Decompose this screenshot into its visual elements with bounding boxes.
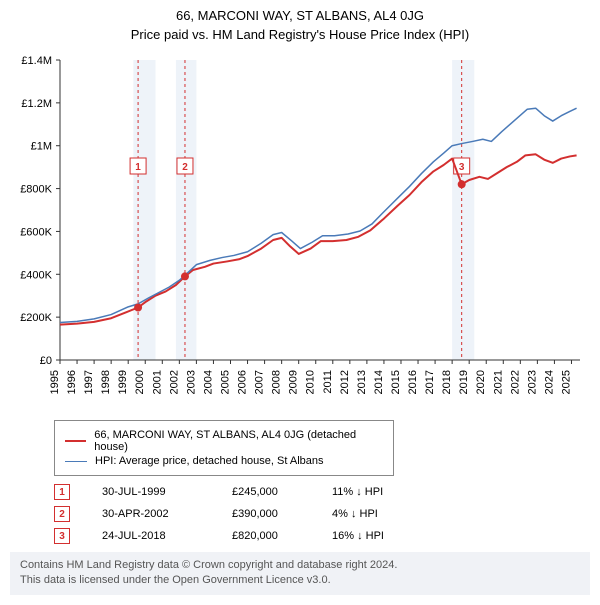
footer-line-1: Contains HM Land Registry data © Crown c… xyxy=(20,558,580,573)
svg-text:2023: 2023 xyxy=(526,370,538,394)
footer-note: Contains HM Land Registry data © Crown c… xyxy=(10,552,590,595)
page-subtitle: Price paid vs. HM Land Registry's House … xyxy=(10,27,590,42)
svg-text:2011: 2011 xyxy=(322,370,334,394)
legend: 66, MARCONI WAY, ST ALBANS, AL4 0JG (det… xyxy=(54,420,394,476)
event-diff: 16% ↓ HPI xyxy=(332,530,442,542)
svg-text:2013: 2013 xyxy=(356,370,368,394)
footer-line-2: This data is licensed under the Open Gov… xyxy=(20,573,580,588)
svg-text:1997: 1997 xyxy=(83,370,95,394)
event-price: £390,000 xyxy=(232,508,332,520)
svg-text:2012: 2012 xyxy=(339,370,351,394)
event-diff: 11% ↓ HPI xyxy=(332,486,442,498)
svg-text:2001: 2001 xyxy=(151,370,163,394)
svg-text:2007: 2007 xyxy=(254,370,266,394)
legend-swatch xyxy=(65,440,86,442)
svg-text:£800K: £800K xyxy=(20,184,52,196)
svg-text:2017: 2017 xyxy=(424,370,436,394)
svg-text:2006: 2006 xyxy=(237,370,249,394)
event-price: £820,000 xyxy=(232,530,332,542)
events-table: 1 30-JUL-1999£245,00011% ↓ HPI 2 30-APR-200… xyxy=(54,484,590,544)
event-diff: 4% ↓ HPI xyxy=(332,508,442,520)
svg-text:2003: 2003 xyxy=(185,370,197,394)
svg-text:£0: £0 xyxy=(40,355,52,367)
svg-text:2: 2 xyxy=(182,162,188,173)
event-date: 30-JUL-1999 xyxy=(102,486,232,498)
svg-text:2022: 2022 xyxy=(509,370,521,394)
svg-text:2024: 2024 xyxy=(543,370,555,394)
svg-text:2000: 2000 xyxy=(134,370,146,394)
legend-label: HPI: Average price, detached house, St A… xyxy=(95,455,324,467)
svg-text:2004: 2004 xyxy=(202,370,214,394)
legend-item: HPI: Average price, detached house, St A… xyxy=(65,455,383,467)
legend-item: 66, MARCONI WAY, ST ALBANS, AL4 0JG (det… xyxy=(65,429,383,453)
event-row: 2 30-APR-2002£390,0004% ↓ HPI xyxy=(54,506,590,522)
svg-text:2019: 2019 xyxy=(458,370,470,394)
event-badge: 1 xyxy=(54,484,70,500)
svg-text:£600K: £600K xyxy=(20,226,52,238)
svg-text:£1.4M: £1.4M xyxy=(21,55,52,67)
page-title: 66, MARCONI WAY, ST ALBANS, AL4 0JG xyxy=(10,8,590,23)
svg-text:2015: 2015 xyxy=(390,370,402,394)
svg-text:2016: 2016 xyxy=(407,370,419,394)
event-row: 3 24-JUL-2018£820,00016% ↓ HPI xyxy=(54,528,590,544)
svg-text:£1M: £1M xyxy=(31,141,52,153)
svg-text:1: 1 xyxy=(135,162,141,173)
svg-text:1996: 1996 xyxy=(66,370,78,394)
svg-text:2010: 2010 xyxy=(305,370,317,394)
svg-text:2002: 2002 xyxy=(168,370,180,394)
event-badge: 2 xyxy=(54,506,70,522)
svg-text:£200K: £200K xyxy=(20,312,52,324)
svg-text:2008: 2008 xyxy=(271,370,283,394)
svg-text:1995: 1995 xyxy=(49,370,61,394)
event-row: 1 30-JUL-1999£245,00011% ↓ HPI xyxy=(54,484,590,500)
price-chart: £0 £200K £400K £600K £800K £1M £1.2M £1.4M 1995 1… xyxy=(10,50,590,410)
event-price: £245,000 xyxy=(232,486,332,498)
legend-label: 66, MARCONI WAY, ST ALBANS, AL4 0JG (det… xyxy=(94,429,383,453)
svg-text:2021: 2021 xyxy=(492,370,504,394)
svg-text:2009: 2009 xyxy=(288,370,300,394)
svg-text:3: 3 xyxy=(459,162,465,173)
svg-text:2018: 2018 xyxy=(441,370,453,394)
event-date: 24-JUL-2018 xyxy=(102,530,232,542)
event-date: 30-APR-2002 xyxy=(102,508,232,520)
svg-text:2025: 2025 xyxy=(560,370,572,394)
svg-text:2005: 2005 xyxy=(219,370,231,394)
legend-swatch xyxy=(65,461,87,462)
svg-text:1998: 1998 xyxy=(100,370,112,394)
svg-text:2020: 2020 xyxy=(475,370,487,394)
event-badge: 3 xyxy=(54,528,70,544)
svg-text:£400K: £400K xyxy=(20,269,52,281)
svg-text:£1.2M: £1.2M xyxy=(21,98,52,110)
svg-text:1999: 1999 xyxy=(117,370,129,394)
svg-text:2014: 2014 xyxy=(373,370,385,394)
